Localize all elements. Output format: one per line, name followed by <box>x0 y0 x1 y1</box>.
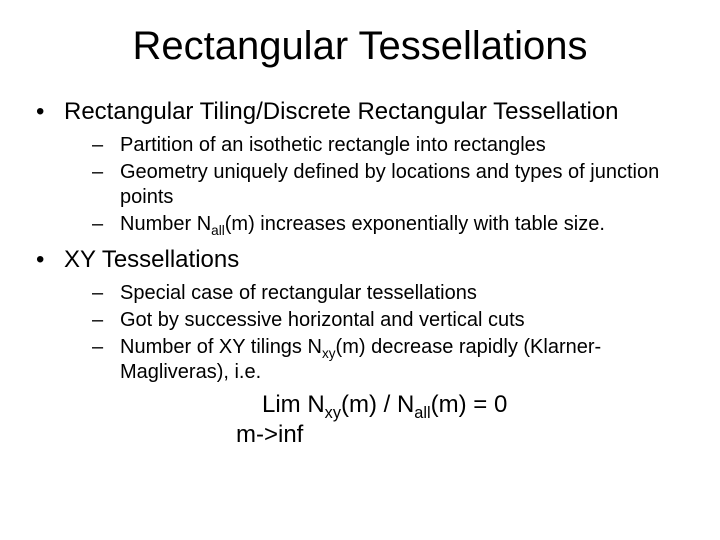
sub-item: – Got by successive horizontal and verti… <box>36 308 692 332</box>
dash-marker: – <box>92 335 120 384</box>
sub-item: – Number of XY tilings Nxy(m) decrease r… <box>36 335 692 384</box>
dash-marker: – <box>92 160 120 209</box>
subscript: all <box>211 223 225 238</box>
dash-marker: – <box>92 133 120 157</box>
sub-text: Number Nall(m) increases exponentially w… <box>120 212 692 236</box>
sub-text: Partition of an isothetic rectangle into… <box>120 133 692 157</box>
slide: Rectangular Tessellations • Rectangular … <box>0 0 720 540</box>
text-part: Number of XY tilings N <box>120 336 322 358</box>
eq-part: (m) = 0 <box>431 391 508 418</box>
subscript: xy <box>325 404 341 422</box>
sub-text: Geometry uniquely defined by locations a… <box>120 160 692 209</box>
dash-marker: – <box>92 308 120 332</box>
bullet-item: • Rectangular Tiling/Discrete Rectangula… <box>36 97 692 127</box>
equation-line1: Lim Nxy(m) / Nall(m) = 0 <box>36 390 692 420</box>
eq-part: Lim N <box>262 391 325 418</box>
sub-text: Special case of rectangular tessellation… <box>120 281 692 305</box>
sub-item: – Special case of rectangular tessellati… <box>36 281 692 305</box>
slide-content: • Rectangular Tiling/Discrete Rectangula… <box>0 97 720 450</box>
bullet-marker: • <box>36 97 64 127</box>
bullet-marker: • <box>36 245 64 275</box>
sub-item: – Geometry uniquely defined by locations… <box>36 160 692 209</box>
sub-text: Number of XY tilings Nxy(m) decrease rap… <box>120 335 692 384</box>
slide-title: Rectangular Tessellations <box>0 0 720 97</box>
text-part: (m) increases exponentially with table s… <box>225 213 605 235</box>
sub-item: – Partition of an isothetic rectangle in… <box>36 133 692 157</box>
subscript: all <box>414 404 430 422</box>
dash-marker: – <box>92 212 120 236</box>
bullet-text: XY Tessellations <box>64 245 692 275</box>
sub-text: Got by successive horizontal and vertica… <box>120 308 692 332</box>
subscript: xy <box>322 346 336 361</box>
sub-item: – Number Nall(m) increases exponentially… <box>36 212 692 236</box>
text-part: Number N <box>120 213 211 235</box>
dash-marker: – <box>92 281 120 305</box>
equation-line2: m->inf <box>36 420 692 450</box>
eq-part: (m) / N <box>341 391 414 418</box>
bullet-item: • XY Tessellations <box>36 245 692 275</box>
bullet-text: Rectangular Tiling/Discrete Rectangular … <box>64 97 692 127</box>
